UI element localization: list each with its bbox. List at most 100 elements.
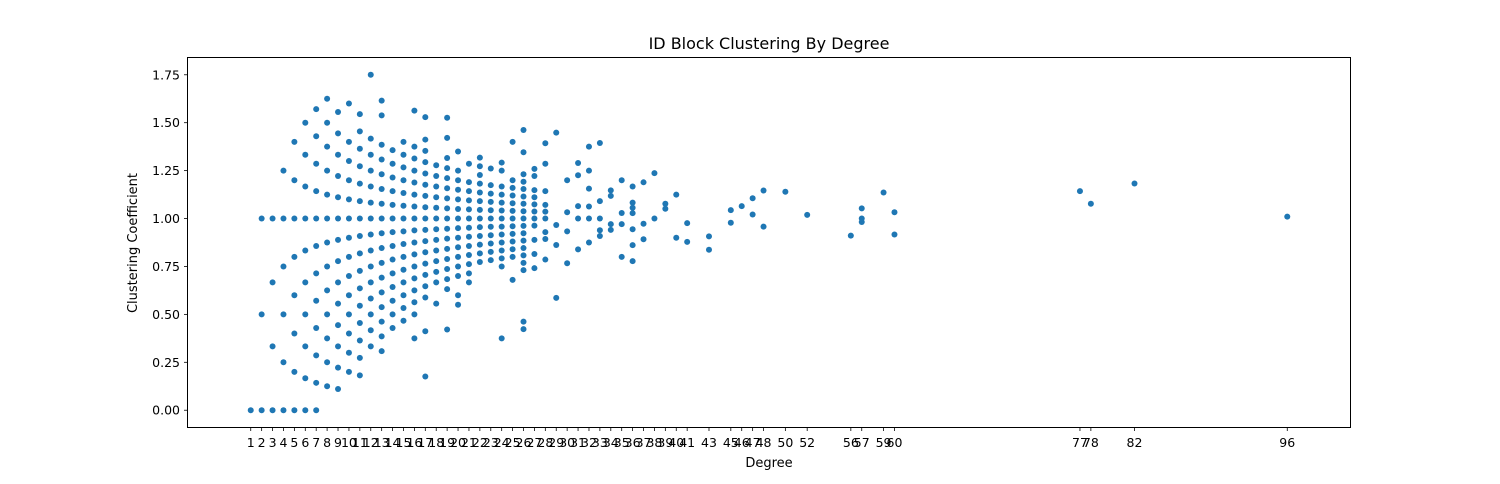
data-point [400,241,407,248]
plot-frame [187,57,1351,428]
data-point [553,294,560,301]
data-point [673,234,680,241]
data-point [509,192,516,199]
data-point [509,223,516,230]
data-point [422,192,429,199]
x-tick-label: 60 [887,435,903,450]
data-point [280,215,287,222]
data-point [498,167,505,174]
data-point [367,311,374,318]
x-tick-label: 50 [777,435,793,450]
data-point [509,138,516,145]
data-point [400,317,407,324]
data-point [705,246,712,253]
data-point [324,359,331,366]
data-point [749,195,756,202]
data-point [313,407,320,414]
data-point [400,266,407,273]
data-point [400,138,407,145]
data-point [324,311,331,318]
data-point [324,383,331,390]
data-point [498,335,505,342]
data-point [335,258,342,265]
data-point [411,203,418,210]
data-point [345,311,352,318]
data-point [444,276,451,283]
data-point [760,187,767,194]
x-tick-label: 4 [279,435,287,450]
x-tick-label: 57 [854,435,870,450]
data-point [891,231,898,238]
x-tick-label: 26 [516,435,532,450]
data-point [422,328,429,335]
data-point [411,239,418,246]
data-point [400,202,407,209]
data-point [345,234,352,241]
x-tick-label: 48 [756,435,772,450]
data-point [465,160,472,167]
data-point [433,215,440,222]
data-point [324,287,331,294]
data-point [345,292,352,299]
data-point [531,194,538,201]
data-point [444,134,451,141]
data-point [411,275,418,282]
data-point [509,177,516,184]
data-point [247,407,254,414]
data-point [531,165,538,172]
data-point [291,138,298,145]
data-point [345,349,352,356]
x-tick-label: 10 [341,435,357,450]
data-point [629,204,636,211]
data-point [335,236,342,243]
data-point [411,251,418,258]
data-point [378,141,385,148]
x-tick-label: 15 [396,435,412,450]
data-point [356,111,363,118]
data-point [335,172,342,179]
data-point [487,232,494,239]
x-tick-label: 14 [385,435,401,450]
data-point [313,160,320,167]
data-point [378,156,385,163]
data-point [520,318,527,325]
data-point [498,207,505,214]
data-point [465,206,472,213]
data-point [400,190,407,197]
data-point [476,206,483,213]
data-point [433,204,440,211]
data-point [476,163,483,170]
data-point [444,255,451,262]
data-point [705,233,712,240]
data-point [640,179,647,186]
y-tick-label: 0.75 [152,259,180,274]
data-point [618,209,625,216]
x-tick-label: 52 [799,435,815,450]
data-point [487,165,494,172]
data-point [335,108,342,115]
data-point [738,203,745,210]
data-point [542,160,549,167]
data-point [324,335,331,342]
y-tick-label: 0.50 [152,307,180,322]
data-point [367,135,374,142]
data-point [280,359,287,366]
data-point [433,300,440,307]
data-point [313,215,320,222]
data-point [422,170,429,177]
data-point [389,229,396,236]
x-tick-label: 6 [301,435,309,450]
data-point [378,274,385,281]
data-point [498,215,505,222]
x-tick-label: 32 [581,435,597,450]
x-tick-label: 46 [734,435,750,450]
data-point [335,322,342,329]
data-point [465,242,472,249]
data-point [607,187,614,194]
data-point [302,343,309,350]
x-tick-label: 3 [269,435,277,450]
data-point [335,215,342,222]
data-point [553,222,560,229]
data-point [378,259,385,266]
data-point [280,167,287,174]
